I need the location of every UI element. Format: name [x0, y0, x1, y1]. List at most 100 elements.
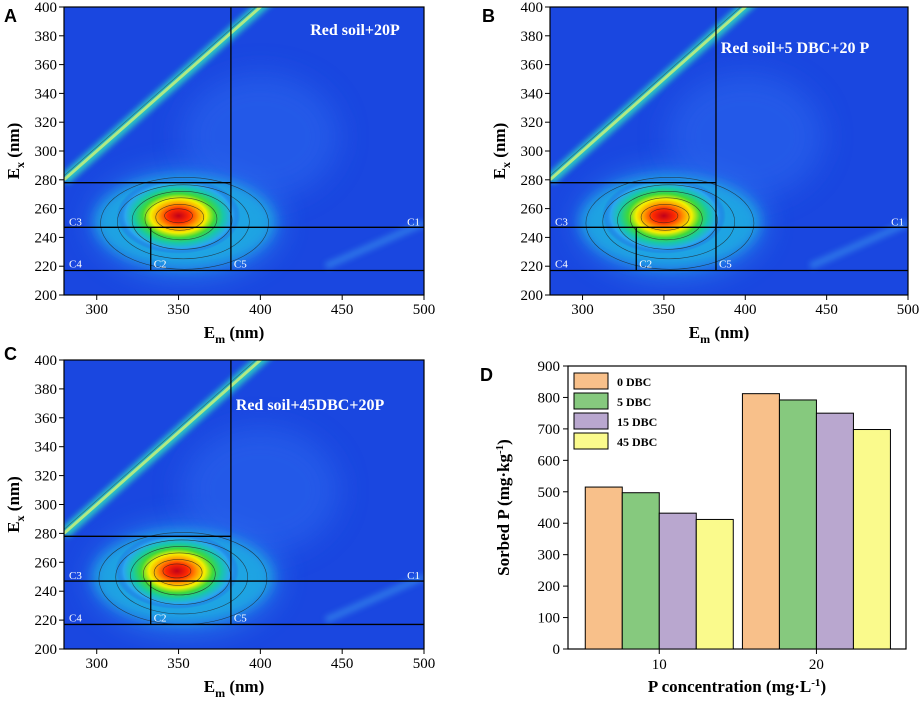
y-tick-label: 280	[35, 526, 58, 542]
scatter-contour	[550, 7, 742, 177]
y-axis-label: Sorbed P (mg·kg-1)	[494, 439, 513, 576]
bar-10-3	[695, 518, 734, 650]
y-tick-label: 240	[35, 230, 58, 246]
y-tick-label: 240	[35, 584, 58, 600]
region-label-c2: C2	[154, 612, 167, 624]
y-tick-label: 100	[538, 611, 561, 627]
y-tick-label: 400	[538, 516, 561, 532]
x-axis-label-unit: (nm)	[225, 323, 264, 342]
legend-swatch-3	[573, 432, 609, 450]
panel-title: Red soil+5 DBC+20 P	[721, 40, 870, 57]
x-tick-label: 350	[653, 302, 676, 318]
y-tick-label: 500	[538, 485, 561, 501]
x-axis-label-sub: m	[215, 686, 225, 700]
peak-contour	[162, 563, 192, 579]
bar-20-0	[741, 393, 780, 650]
peak-contour	[115, 539, 249, 615]
peak-contour	[131, 191, 233, 250]
x-axis-label-unit: (nm)	[710, 323, 749, 342]
y-tick-label: 240	[521, 230, 544, 246]
y-axis-label-unit: (nm)	[4, 476, 23, 515]
panel-letter: A	[4, 6, 17, 26]
peak-core	[116, 177, 241, 254]
peak-contour	[585, 177, 755, 270]
x-axis-label: P concentration (mg·L-1)	[648, 677, 826, 696]
eem-panel-B: C3 C4 C2 C5 C1 Red soil+5 DBC+20 P 300 350 400 45…	[482, 0, 919, 346]
bar-10-1	[621, 492, 660, 650]
x-tick-label: 450	[331, 656, 354, 672]
panel-letter: D	[480, 365, 493, 385]
region-label-c1: C1	[407, 570, 420, 582]
y-tick-label: 300	[521, 144, 544, 160]
heatmap-area: C3 C4 C2 C5 C1 Red soil+45DBC+20P	[64, 360, 424, 649]
region-label-c1: C1	[891, 216, 904, 228]
legend-label-2: 15 DBC	[617, 415, 657, 429]
y-axis-label-end: )	[494, 439, 513, 445]
x-axis-label-main: E	[689, 323, 700, 342]
x-axis-label-main: E	[204, 677, 215, 696]
peak-contour	[164, 208, 193, 224]
y-tick-label: 320	[521, 115, 544, 131]
x-axis-label: Em (nm)	[204, 677, 265, 700]
y-tick-label: 900	[538, 359, 561, 375]
panel-letter: C	[4, 344, 17, 364]
peak-contour	[649, 208, 679, 224]
x-tick-label: 20	[809, 657, 824, 673]
legend-label-0: 0 DBC	[617, 375, 651, 389]
x-tick-label: 10	[652, 657, 667, 673]
peak-contour	[143, 552, 216, 596]
panel-letter: B	[482, 6, 495, 26]
y-tick-label: 300	[35, 144, 58, 160]
heatmap-area: C3 C4 C2 C5 C1 Red soil+20P	[64, 7, 424, 295]
peak-contour	[144, 197, 218, 241]
y-tick-label: 260	[521, 202, 544, 218]
y-tick-label: 380	[35, 29, 58, 45]
region-label-c5: C5	[234, 612, 247, 624]
y-axis-label-sub: x	[13, 515, 27, 521]
y-axis-label-main: E	[4, 168, 23, 179]
x-axis-label-main: P concentration (mg·L	[648, 677, 811, 696]
y-tick-label: 340	[521, 86, 544, 102]
y-tick-label: 300	[35, 498, 58, 514]
y-tick-label: 360	[35, 411, 58, 427]
y-tick-label: 320	[35, 469, 58, 485]
peak-contour	[117, 184, 250, 260]
region-label-c4: C4	[69, 612, 82, 624]
region-label-c3: C3	[555, 216, 568, 228]
second-order-scatter	[324, 219, 424, 270]
legend-label-3: 45 DBC	[617, 435, 657, 449]
peak-contour	[100, 177, 269, 270]
x-axis-label-sup: -1	[811, 677, 820, 689]
region-label-c1: C1	[407, 216, 420, 228]
y-axis-label-sub: x	[13, 162, 27, 168]
panel-title: Red soil+20P	[310, 22, 400, 39]
region-label-c2: C2	[154, 259, 167, 271]
x-tick-label: 350	[167, 656, 190, 672]
y-axis-label-unit: (nm)	[490, 123, 509, 162]
y-axis-label: Ex (nm)	[4, 123, 27, 180]
y-tick-label: 600	[538, 453, 561, 469]
y-tick-label: 260	[35, 555, 58, 571]
peak-contour	[640, 204, 690, 231]
bar-20-2	[815, 412, 854, 650]
diffuse-region	[181, 73, 340, 200]
x-tick-label: 500	[413, 656, 436, 672]
y-tick-label: 800	[538, 390, 561, 406]
region-label-c5: C5	[234, 259, 247, 271]
peak-core	[114, 532, 239, 609]
y-tick-label: 360	[521, 58, 544, 74]
x-tick-label: 400	[249, 302, 272, 318]
x-tick-label: 350	[167, 302, 190, 318]
region-label-c4: C4	[69, 259, 82, 271]
y-tick-label: 220	[35, 613, 58, 629]
y-tick-label: 340	[35, 440, 58, 456]
y-tick-label: 340	[35, 86, 58, 102]
second-order-scatter	[808, 219, 908, 270]
y-tick-label: 220	[35, 259, 58, 275]
x-tick-label: 450	[815, 302, 838, 318]
x-axis-label-main: E	[204, 323, 215, 342]
y-tick-label: 0	[553, 642, 561, 658]
region-label-c3: C3	[69, 570, 82, 582]
y-tick-label: 400	[35, 0, 58, 16]
